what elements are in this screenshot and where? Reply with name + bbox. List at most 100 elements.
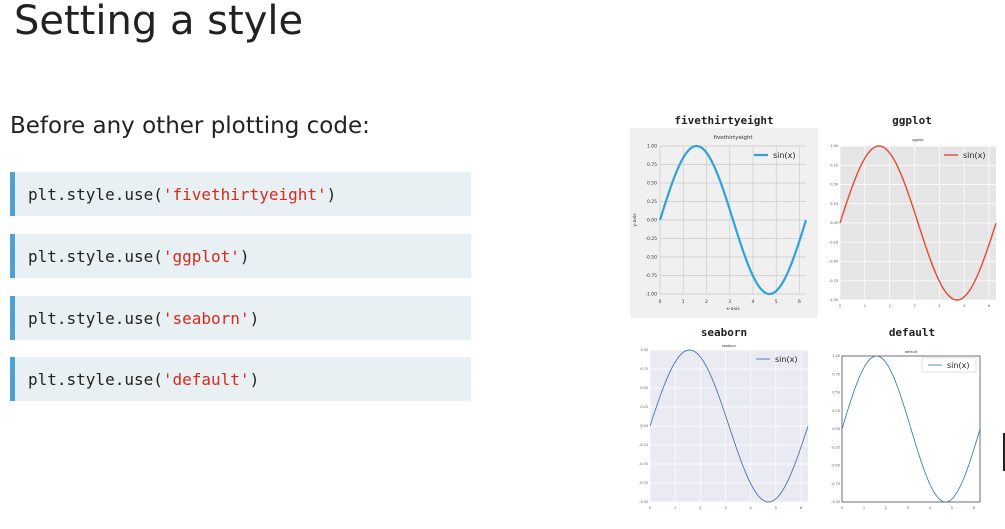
y-tick-label: 0.75: [832, 372, 840, 376]
y-tick-label: 0.25: [832, 409, 840, 413]
series-line-sin: [839, 145, 997, 301]
y-tick-label: -0.25: [645, 236, 657, 242]
y-tick-label: -1.00: [639, 500, 648, 504]
y-tick-label: 0.50: [832, 391, 840, 395]
chart-ggplot: 0 1 2 3 4 5 6 -1.00 -0.75 -0.50 -0.25 0.00 0.25 0.50 0…: [820, 128, 1004, 318]
x-tick-label: 3: [728, 299, 731, 305]
y-tick-label: -1.00: [829, 298, 838, 302]
y-tick-label: -0.75: [831, 482, 840, 486]
y-tick-label: 1.00: [647, 144, 657, 150]
y-tick-label: 0.25: [830, 202, 838, 206]
x-tick-label: 2: [705, 299, 708, 305]
y-tick-label: -0.75: [639, 481, 648, 485]
legend-label: sin(x): [947, 361, 969, 370]
panel-title-default: default: [888, 326, 936, 339]
code-prefix: plt.style.use(: [28, 308, 163, 328]
chart-fivethirtyeight: 0 1 2 3 4 5 6 1.00 0.75 0.50 0.25 0.00 -0.25 -0.50 -0.…: [630, 128, 818, 318]
code-prefix: plt.style.use(: [28, 184, 163, 204]
legend-label: sin(x): [773, 151, 795, 160]
inner-chart-title: seaborn: [722, 344, 736, 348]
code-string-arg: 'fivethirtyeight': [162, 184, 327, 204]
y-tick-label: -0.75: [645, 273, 657, 279]
y-tick-label: 0.00: [832, 427, 840, 431]
x-tick-label: 3: [907, 506, 909, 510]
x-tick-label: 4: [752, 299, 755, 305]
code-line-fivethirtyeight: plt.style.use('fivethirtyeight'): [10, 172, 471, 216]
legend-label: sin(x): [963, 151, 985, 160]
y-tick-label: 1.00: [640, 348, 648, 352]
y-tick-label: 0.50: [830, 183, 838, 187]
x-tick-label: 2: [885, 506, 887, 510]
chart-svg: 0 1 2 3 4 5 6 -1.00 -0.75 -0.50 -0.25 0.00 0.25 0.50 0…: [630, 340, 818, 518]
legend-box: [921, 357, 977, 373]
chart-svg: 0 1 2 3 4 5 6 -1.00 -0.75 -0.50 -0.25 0.00 0.25 0.50 0…: [820, 340, 1004, 518]
y-tick-label: -0.25: [829, 240, 838, 244]
y-tick-label: -0.25: [639, 443, 648, 447]
y-tick-label: -1.00: [831, 500, 840, 504]
chart-svg: 0 1 2 3 4 5 6 -1.00 -0.75 -0.50 -0.25 0.00 0.25 0.50 0…: [820, 128, 1004, 318]
chart-seaborn: 0 1 2 3 4 5 6 -1.00 -0.75 -0.50 -0.25 0.00 0.25 0.50 0…: [630, 340, 818, 518]
y-tick-label: -0.50: [831, 464, 840, 468]
y-tick-label: 0.25: [640, 405, 648, 409]
inner-chart-title: fivethirtyeight: [714, 135, 754, 141]
code-suffix: ): [326, 184, 337, 204]
x-tick-label: 1: [863, 506, 865, 510]
x-tick-label: 5: [775, 299, 778, 305]
code-suffix: ): [249, 308, 260, 328]
y-tick-label: 0.25: [647, 199, 657, 205]
code-line-seaborn: plt.style.use('seaborn'): [10, 296, 471, 340]
y-tick-label: -0.25: [831, 445, 840, 449]
code-string-arg: 'default': [162, 369, 250, 389]
x-tick-label: 4: [750, 506, 753, 510]
series-line-sin: [841, 355, 981, 503]
slide-subtitle: Before any other plotting code:: [10, 113, 370, 139]
y-tick-label: -0.50: [639, 462, 648, 466]
x-tick-label: 2: [889, 304, 891, 308]
y-tick-label: 0.50: [647, 181, 657, 187]
x-tick-label: 1: [674, 506, 676, 510]
y-tick-label: -1.00: [645, 292, 657, 298]
y-axis-label: y-axis: [632, 213, 638, 227]
x-tick-label: 0: [649, 506, 651, 510]
y-tick-label: 0.75: [647, 162, 657, 168]
code-suffix: ): [239, 246, 250, 266]
x-tick-label: 5: [951, 506, 953, 510]
slide-title: Setting a style: [14, 0, 304, 44]
x-tick-label: 0: [841, 506, 843, 510]
y-tick-label: -0.75: [829, 279, 838, 283]
panel-title-fivethirtyeight: fivethirtyeight: [674, 114, 774, 127]
y-tick-label: 0.75: [640, 367, 648, 371]
y-tick-label: 1.00: [830, 144, 838, 148]
panel-title-seaborn: seaborn: [700, 326, 748, 339]
x-tick-label: 6: [798, 299, 801, 305]
y-tick-label: 0.00: [640, 424, 648, 428]
x-tick-label: 3: [724, 506, 726, 510]
chart-svg: 0 1 2 3 4 5 6 1.00 0.75 0.50 0.25 0.00 -0.25 -0.50 -0.…: [630, 128, 818, 318]
inner-chart-title: ggplot: [912, 138, 924, 142]
y-tick-label: 0.00: [830, 221, 838, 225]
code-suffix: ): [249, 369, 260, 389]
code-string-arg: 'seaborn': [162, 308, 250, 328]
chart-default: 0 1 2 3 4 5 6 -1.00 -0.75 -0.50 -0.25 0.00 0.25 0.50 0…: [820, 340, 1004, 518]
x-tick-label: 0: [839, 304, 841, 308]
y-tick-label: 0.50: [640, 386, 648, 390]
code-line-default: plt.style.use('default'): [10, 357, 471, 401]
inner-chart-title: default: [905, 350, 918, 354]
y-tick-label: -0.50: [829, 260, 838, 264]
x-tick-label: 6: [800, 506, 802, 510]
code-prefix: plt.style.use(: [28, 246, 163, 266]
x-tick-label: 2: [699, 506, 701, 510]
x-tick-label: 1: [864, 304, 866, 308]
code-string-arg: 'ggplot': [162, 246, 240, 266]
y-tick-label: 0.00: [647, 218, 657, 224]
code-prefix: plt.style.use(: [28, 369, 163, 389]
legend-label: sin(x): [775, 355, 797, 364]
x-tick-label: 6: [973, 506, 975, 510]
x-tick-label: 5: [775, 506, 777, 510]
code-line-ggplot: plt.style.use('ggplot'): [10, 234, 471, 278]
y-tick-label: -0.50: [645, 255, 657, 261]
x-tick-label: 0: [659, 299, 662, 305]
x-tick-label: 6: [988, 304, 990, 308]
edge-bar: [1003, 433, 1005, 471]
y-tick-label: 1.00: [832, 354, 840, 358]
